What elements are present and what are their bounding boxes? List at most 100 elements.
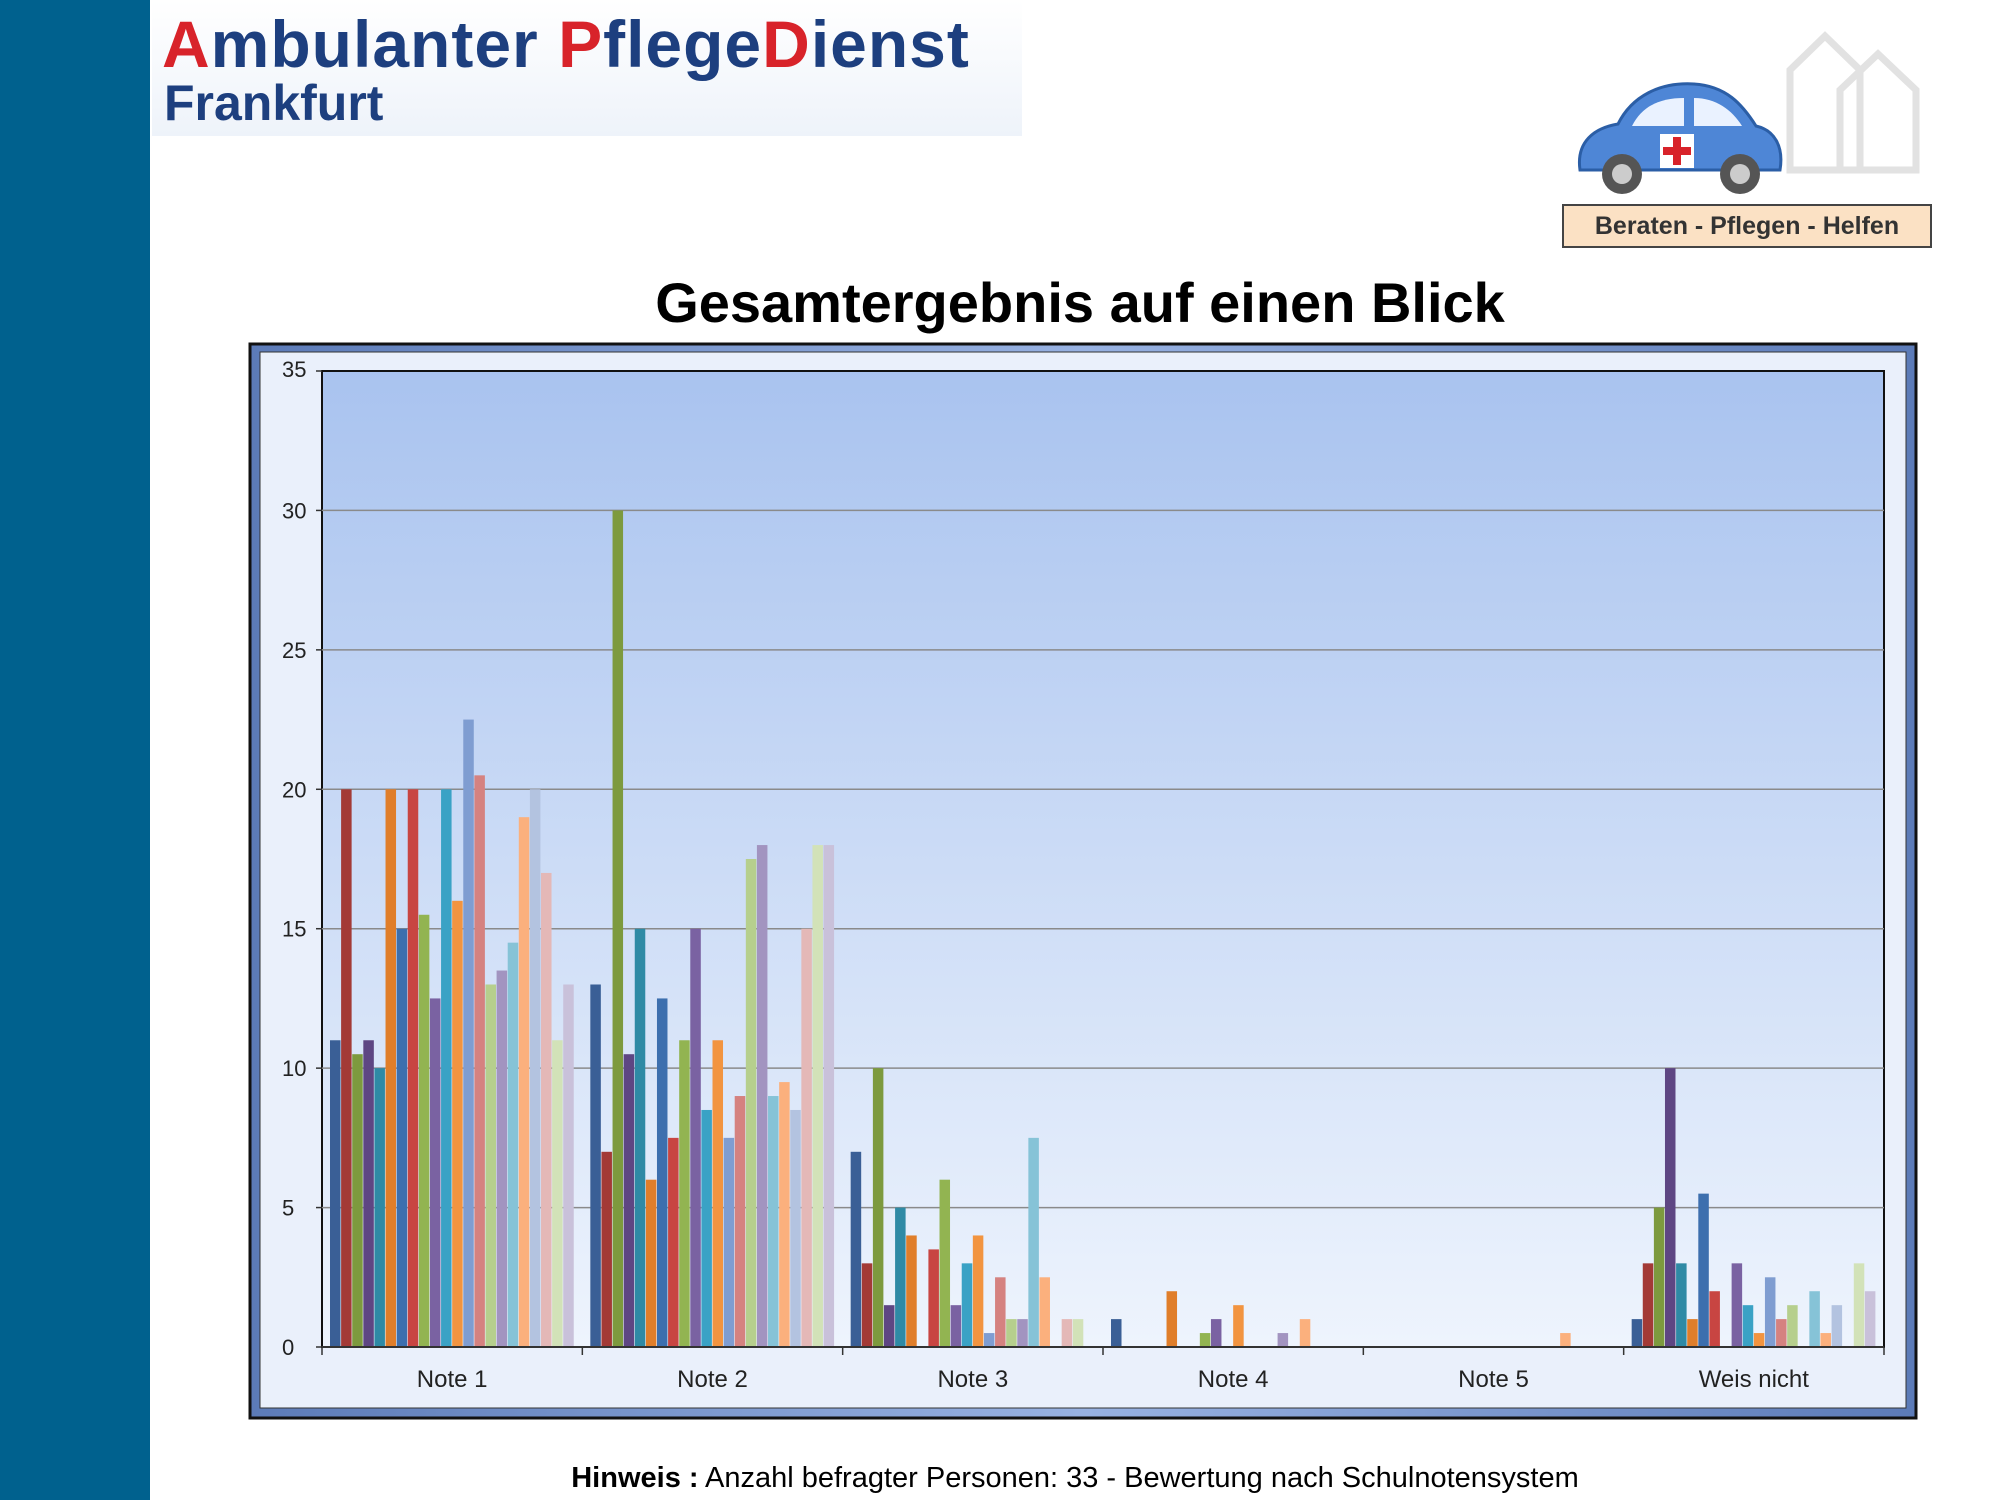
bar xyxy=(1111,1319,1122,1347)
house-icon xyxy=(1786,31,1920,174)
bar xyxy=(563,984,574,1347)
bar xyxy=(690,928,701,1347)
logo-title: Ambulanter PflegeDienst xyxy=(162,7,970,81)
bar xyxy=(385,789,397,1347)
bar xyxy=(1698,1193,1709,1347)
bar xyxy=(950,1305,962,1347)
bar xyxy=(906,1235,917,1347)
bar xyxy=(1061,1319,1073,1347)
bar xyxy=(1709,1291,1720,1347)
logo-subtitle: Frankfurt xyxy=(164,75,384,131)
bar xyxy=(1731,1263,1743,1347)
bar xyxy=(812,845,823,1347)
company-logo: Ambulanter PflegeDienst Frankfurt xyxy=(152,0,1022,136)
x-category-label: Note 4 xyxy=(1198,1366,1269,1393)
bar xyxy=(1299,1319,1311,1347)
bar xyxy=(645,1179,657,1347)
bar xyxy=(850,1151,862,1347)
bar xyxy=(1017,1319,1028,1347)
bar xyxy=(712,1040,724,1347)
bar xyxy=(861,1263,873,1347)
bar xyxy=(1039,1277,1050,1347)
bar xyxy=(601,1151,612,1347)
bar xyxy=(1742,1305,1754,1347)
bar xyxy=(1820,1333,1831,1347)
bar xyxy=(995,1277,1006,1347)
bar xyxy=(1676,1263,1687,1347)
bar xyxy=(1809,1291,1820,1347)
bar xyxy=(590,984,601,1347)
bar xyxy=(1764,1277,1776,1347)
bar xyxy=(1166,1291,1178,1347)
bar xyxy=(612,510,624,1347)
bar xyxy=(552,1040,563,1347)
bar xyxy=(496,970,508,1347)
bar xyxy=(1233,1305,1244,1347)
bar xyxy=(756,845,768,1347)
bar xyxy=(1853,1263,1865,1347)
bar xyxy=(518,817,530,1347)
bar xyxy=(529,789,541,1347)
plot-area xyxy=(321,370,1885,1348)
bar xyxy=(429,998,441,1347)
bar xyxy=(407,789,419,1347)
bar xyxy=(701,1109,712,1347)
car-house-logo-icon xyxy=(1577,31,1920,194)
bar xyxy=(656,998,668,1347)
y-tick-label: 25 xyxy=(282,638,306,663)
bar xyxy=(1776,1319,1787,1347)
y-tick-label: 10 xyxy=(282,1056,306,1081)
bar xyxy=(634,928,646,1347)
bar xyxy=(1787,1305,1798,1347)
chart-title: Gesamtergebnis auf einen Blick xyxy=(655,271,1505,334)
footnote: Hinweis : Anzahl befragter Personen: 33 … xyxy=(150,1462,2000,1495)
car-icon xyxy=(1577,82,1783,194)
bar-chart: 0 5 10 15 20 25 30 35 Note 1 Note 2 Note 3 Note 4 N… xyxy=(248,342,1918,1420)
x-category-label: Note 5 xyxy=(1458,1366,1529,1393)
x-category-label: Weis nicht xyxy=(1699,1366,1810,1393)
bar xyxy=(801,928,812,1347)
bar xyxy=(679,1040,690,1347)
bar xyxy=(961,1263,973,1347)
y-tick-label: 0 xyxy=(282,1335,294,1360)
bar xyxy=(352,1054,363,1347)
bar xyxy=(1028,1137,1039,1347)
bar xyxy=(452,900,463,1347)
bar xyxy=(541,872,552,1347)
bar xyxy=(872,1068,884,1347)
footnote-label: Hinweis : xyxy=(571,1462,699,1494)
bar xyxy=(745,859,757,1347)
bar xyxy=(623,1054,635,1347)
x-category-label: Note 1 xyxy=(417,1366,488,1393)
slogan-label: Beraten - Pflegen - Helfen xyxy=(1562,204,1932,248)
bar xyxy=(1006,1319,1017,1347)
bar xyxy=(441,789,452,1347)
footnote-text: Anzahl befragter Personen: 33 - Bewertun… xyxy=(698,1462,1579,1494)
bar xyxy=(1664,1068,1676,1347)
bar xyxy=(485,984,496,1347)
y-tick-label: 5 xyxy=(282,1196,294,1221)
bar xyxy=(734,1096,746,1347)
bar xyxy=(790,1109,801,1347)
bar xyxy=(768,1096,779,1347)
bar xyxy=(1199,1333,1211,1347)
bar xyxy=(1560,1333,1571,1347)
y-tick-label: 15 xyxy=(282,917,306,942)
bar xyxy=(418,914,430,1347)
y-tick-label: 30 xyxy=(282,498,306,523)
y-tick-label: 35 xyxy=(282,357,306,382)
bar xyxy=(396,928,408,1347)
bar xyxy=(1210,1319,1222,1347)
bar xyxy=(723,1137,735,1347)
bar xyxy=(1277,1333,1289,1347)
y-tick-label: 20 xyxy=(282,777,306,802)
bar xyxy=(983,1333,995,1347)
x-category-label: Note 2 xyxy=(677,1366,748,1393)
bar xyxy=(330,1040,341,1347)
bar xyxy=(895,1207,906,1347)
bar xyxy=(1753,1333,1765,1347)
bar xyxy=(823,845,835,1347)
bar xyxy=(1631,1319,1643,1347)
bar xyxy=(883,1305,895,1347)
bar xyxy=(474,775,485,1347)
